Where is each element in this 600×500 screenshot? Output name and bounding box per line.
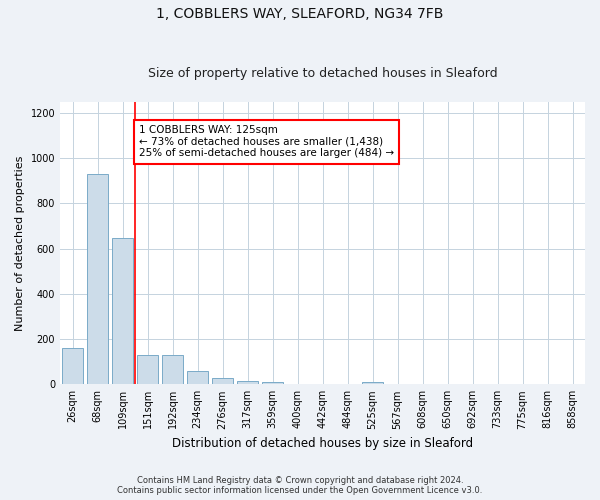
Bar <box>262 382 283 384</box>
Bar <box>187 372 208 384</box>
Y-axis label: Number of detached properties: Number of detached properties <box>15 155 25 330</box>
Bar <box>62 348 83 385</box>
Bar <box>212 378 233 384</box>
Bar <box>237 381 258 384</box>
Text: Contains HM Land Registry data © Crown copyright and database right 2024.
Contai: Contains HM Land Registry data © Crown c… <box>118 476 482 495</box>
Bar <box>112 238 133 384</box>
Text: 1, COBBLERS WAY, SLEAFORD, NG34 7FB: 1, COBBLERS WAY, SLEAFORD, NG34 7FB <box>157 8 443 22</box>
Bar <box>162 355 183 384</box>
Text: 1 COBBLERS WAY: 125sqm
← 73% of detached houses are smaller (1,438)
25% of semi-: 1 COBBLERS WAY: 125sqm ← 73% of detached… <box>139 126 394 158</box>
Bar <box>137 355 158 384</box>
Bar <box>87 174 108 384</box>
Bar <box>362 382 383 384</box>
X-axis label: Distribution of detached houses by size in Sleaford: Distribution of detached houses by size … <box>172 437 473 450</box>
Title: Size of property relative to detached houses in Sleaford: Size of property relative to detached ho… <box>148 66 497 80</box>
